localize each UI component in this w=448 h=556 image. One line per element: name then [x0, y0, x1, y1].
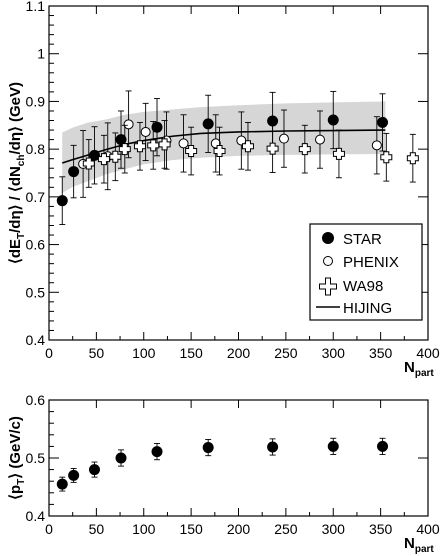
top-ytick-label: 0.9 [26, 93, 46, 109]
phenix-point [140, 126, 151, 137]
wa98-point [380, 151, 393, 164]
bottom-xtick-label: 100 [132, 521, 156, 537]
bottom-xtick-label: 250 [274, 521, 298, 537]
bottom-ytick-label: 0.6 [26, 392, 46, 408]
phenix-point [178, 138, 189, 149]
mean-pt-point [327, 440, 339, 452]
star-point [68, 166, 80, 178]
bottom-points-layer [56, 437, 389, 492]
hijing-line-layer [62, 129, 386, 164]
phenix-point [314, 134, 325, 145]
wa98-point [406, 152, 419, 165]
bottom-panel: 0 50 100 150 200 250 300 350 400 0.4 0.5 0.6 ⟨pT⟩ (… [7, 392, 440, 555]
wa98-point [158, 138, 171, 151]
phenix-point [278, 133, 289, 144]
hijing-band [62, 101, 386, 194]
top-xlabel: Npart [404, 359, 434, 379]
legend-marker-wa98 [319, 277, 337, 296]
legend-marker-star [322, 232, 334, 244]
legend-label-wa98: WA98 [343, 278, 383, 295]
wa98-point [147, 139, 160, 152]
wa98-point [298, 143, 311, 156]
top-tick-layer: 0 50 100 150 200 250 300 350 400 0.4 0.5 0.6 0.7 0.8 0… [26, 0, 440, 361]
bottom-ytick-label: 0.4 [26, 508, 46, 524]
top-xtick-label: 300 [322, 345, 346, 361]
wa98-point [82, 157, 95, 170]
top-xtick-label: 350 [369, 345, 393, 361]
bottom-ytick-label: 0.5 [26, 450, 46, 466]
wa98-point [213, 145, 226, 158]
bottom-xtick-label: 150 [179, 521, 203, 537]
star-point [377, 116, 389, 128]
phenix-point [123, 119, 134, 130]
legend: STAR PHENIX WA98 HIJING [309, 223, 423, 321]
mean-pt-point [377, 440, 389, 452]
wa98-point [241, 140, 254, 153]
bottom-tick-layer: 0 50 100 150 200 250 300 350 400 0.4 0.5 0.6 [26, 392, 440, 537]
top-ytick-label: 1.1 [26, 0, 46, 14]
top-ytick-label: 1 [37, 46, 45, 62]
wa98-point [109, 150, 122, 163]
top-xtick-label: 400 [416, 345, 440, 361]
mean-pt-point [88, 464, 100, 476]
top-xtick-label: 0 [45, 345, 53, 361]
mean-pt-point [115, 452, 127, 464]
legend-label-star: STAR [343, 231, 382, 248]
wa98-point [185, 145, 198, 158]
top-xtick-label: 150 [179, 345, 203, 361]
top-panel: 0 50 100 150 200 250 300 350 400 0.4 0.5 0.6 0.7 0.8 0… [7, 0, 440, 379]
wa98-point [332, 147, 345, 160]
top-ytick-label: 0.4 [26, 332, 46, 348]
wa98-point [266, 142, 279, 155]
wa98-point [97, 153, 110, 166]
wa98-point [133, 140, 146, 153]
top-xtick-label: 250 [274, 345, 298, 361]
bottom-ylabel: ⟨pT⟩ (GeV/c) [7, 416, 27, 500]
top-xtick-label: 200 [227, 345, 251, 361]
top-ytick-label: 0.8 [26, 141, 46, 157]
bottom-xtick-label: 200 [227, 521, 251, 537]
phenix-point [371, 140, 382, 151]
legend-label-phenix: PHENIX [343, 254, 399, 271]
bottom-xtick-label: 400 [416, 521, 440, 537]
legend-marker-phenix [323, 256, 333, 266]
hijing-band-layer [62, 101, 386, 194]
mean-pt-point [202, 442, 214, 454]
mean-pt-point [267, 441, 279, 453]
star-point [327, 114, 339, 126]
legend-label-hijing: HIJING [343, 300, 392, 317]
mean-pt-point [68, 469, 80, 481]
mean-pt-point [56, 478, 68, 490]
bottom-xtick-label: 350 [369, 521, 393, 537]
top-xtick-label: 100 [132, 345, 156, 361]
bottom-xtick-label: 50 [89, 521, 105, 537]
bottom-xtick-label: 300 [322, 521, 346, 537]
bottom-xlabel: Npart [404, 535, 434, 555]
bottom-xtick-label: 0 [45, 521, 53, 537]
top-points-layer [56, 90, 419, 225]
mean-pt-point [151, 446, 163, 458]
top-xtick-label: 50 [89, 345, 105, 361]
star-point [115, 134, 127, 146]
star-point [151, 121, 163, 133]
star-point [56, 195, 68, 207]
wa98-point [118, 143, 131, 156]
bottom-plot-frame [48, 399, 429, 517]
top-ytick-label: 0.5 [26, 284, 46, 300]
top-ytick-label: 0.7 [26, 189, 46, 205]
hijing-line [62, 129, 386, 164]
top-ylabel: ⟨dET/dη⟩ / ⟨dNch/dη⟩ (GeV) [7, 82, 27, 264]
star-point [202, 118, 214, 130]
top-ytick-label: 0.6 [26, 237, 46, 253]
star-point [267, 115, 279, 127]
